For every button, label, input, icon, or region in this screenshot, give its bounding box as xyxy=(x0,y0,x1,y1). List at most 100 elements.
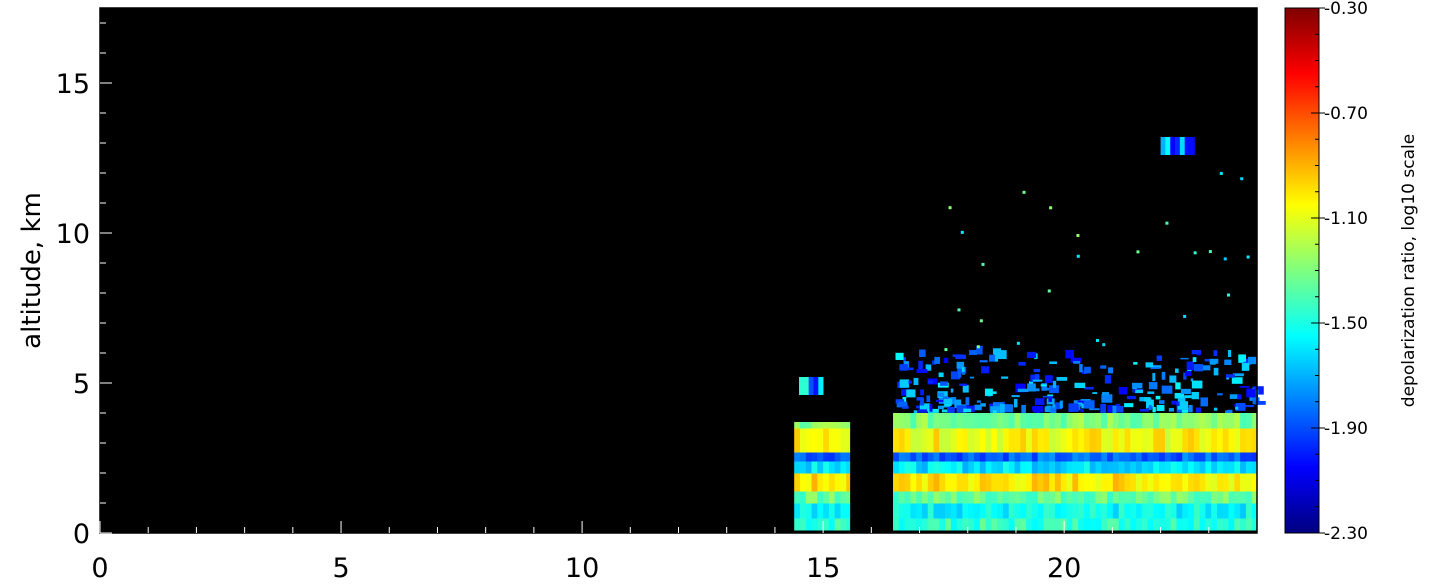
heatmap-cell xyxy=(908,380,912,384)
heatmap-cell xyxy=(898,518,906,531)
heatmap-cell xyxy=(1124,518,1131,531)
heatmap-cell xyxy=(921,428,929,453)
heatmap-cell xyxy=(1049,385,1059,394)
heatmap-cell xyxy=(991,428,998,453)
heatmap-cell xyxy=(1089,491,1097,504)
heatmap-cell xyxy=(979,461,987,474)
heatmap-cell xyxy=(1055,413,1062,429)
heatmap-cell xyxy=(1147,503,1154,519)
heatmap-cell xyxy=(794,491,801,504)
heatmap-cell xyxy=(1141,518,1149,531)
heatmap-cell xyxy=(1095,338,1099,342)
colorbar-tick-label: -0.70 xyxy=(1324,104,1368,124)
heatmap-cell xyxy=(1181,409,1189,413)
heatmap-cell xyxy=(991,503,998,519)
heatmap-cell xyxy=(1192,357,1197,363)
heatmap-cell xyxy=(898,452,906,462)
heatmap-cell xyxy=(846,518,851,531)
heatmap-cell xyxy=(1055,452,1062,462)
heatmap-cell xyxy=(794,461,801,474)
heatmap-cell xyxy=(817,491,824,504)
heatmap-cell xyxy=(1089,503,1097,519)
heatmap-cell xyxy=(1222,473,1230,492)
heatmap-cell xyxy=(916,452,923,462)
heatmap-cell xyxy=(811,491,818,504)
heatmap-cell xyxy=(1072,473,1079,492)
heatmap-cell xyxy=(1049,518,1056,531)
heatmap-cell xyxy=(1083,518,1091,531)
heatmap-cell xyxy=(1092,392,1098,394)
heatmap-cell xyxy=(1135,452,1143,462)
heatmap-cell xyxy=(1211,503,1218,519)
heatmap-cell xyxy=(1141,428,1149,453)
heatmap-cell xyxy=(1248,356,1257,365)
heatmap-cell xyxy=(1014,428,1021,453)
heatmap-cell xyxy=(794,422,801,429)
heatmap-cell xyxy=(995,350,1007,360)
heatmap-cell xyxy=(1164,491,1172,504)
heatmap-cell xyxy=(979,428,987,453)
heatmap-cell xyxy=(910,518,917,531)
heatmap-cell xyxy=(1112,405,1117,413)
heatmap-cell xyxy=(1171,400,1177,405)
heatmap-cell xyxy=(1189,137,1195,155)
heatmap-cell xyxy=(1147,473,1154,492)
heatmap-cell xyxy=(834,473,841,492)
heatmap-cell xyxy=(1107,491,1114,504)
heatmap-cell xyxy=(1251,473,1258,492)
heatmap-cell xyxy=(846,461,851,474)
heatmap-cell xyxy=(1182,473,1189,492)
heatmap-cell xyxy=(1152,372,1156,382)
heatmap-cell xyxy=(799,377,805,395)
heatmap-cell xyxy=(1095,413,1102,429)
heatmap-cell xyxy=(828,422,836,429)
heatmap-cell xyxy=(950,396,957,405)
heatmap-cell xyxy=(893,461,900,474)
heatmap-cell xyxy=(974,404,982,411)
heatmap-cell xyxy=(997,491,1004,504)
y-axis-label: altitude, km xyxy=(17,192,47,349)
heatmap-cell xyxy=(1008,473,1016,492)
heatmap-cell xyxy=(1043,473,1050,492)
heatmap-cell xyxy=(957,366,967,374)
y-axis: 0 5 10 15 xyxy=(56,22,112,550)
heatmap-cell xyxy=(1070,357,1082,363)
heatmap-cell xyxy=(1193,452,1201,462)
x-tick-label: 10 xyxy=(565,553,599,584)
heatmap-cell xyxy=(834,491,841,504)
heatmap-cell xyxy=(1022,190,1026,194)
heatmap-cell xyxy=(1055,473,1062,492)
heatmap-cell xyxy=(1001,405,1010,413)
heatmap-cell xyxy=(1159,413,1166,429)
heatmap-cell xyxy=(1089,473,1097,492)
heatmap-cell xyxy=(1026,518,1033,531)
heatmap-cell xyxy=(1059,400,1063,409)
heatmap-cell xyxy=(1228,491,1235,504)
heatmap-cell xyxy=(1020,491,1027,504)
heatmap-cell xyxy=(1043,503,1050,519)
heatmap-cell xyxy=(1170,503,1177,519)
heatmap-cell xyxy=(1015,383,1026,393)
heatmap-cell xyxy=(1037,473,1044,492)
heatmap-cell xyxy=(1060,461,1068,474)
heatmap-cell xyxy=(997,413,1004,429)
heatmap-cell xyxy=(1224,359,1232,366)
heatmap-cell xyxy=(981,262,985,266)
heatmap-cell xyxy=(1135,389,1143,394)
heatmap-cell xyxy=(1083,428,1091,453)
heatmap-cell xyxy=(1141,491,1149,504)
heatmap-cell xyxy=(957,308,961,312)
heatmap-cell xyxy=(1246,255,1250,259)
heatmap-cell xyxy=(1026,491,1033,504)
heatmap-cell xyxy=(1056,377,1068,381)
heatmap-cell xyxy=(1095,461,1102,474)
heatmap-cell xyxy=(1008,503,1016,519)
heatmap-cell xyxy=(817,428,824,453)
heatmap-cell xyxy=(1032,405,1043,413)
heatmap-cell xyxy=(985,518,992,531)
heatmap-cell xyxy=(1216,413,1224,429)
heatmap-cell xyxy=(945,461,952,474)
heatmap-cell xyxy=(893,518,900,531)
heatmap-cell xyxy=(1043,491,1050,504)
heatmap-cell xyxy=(939,452,946,462)
